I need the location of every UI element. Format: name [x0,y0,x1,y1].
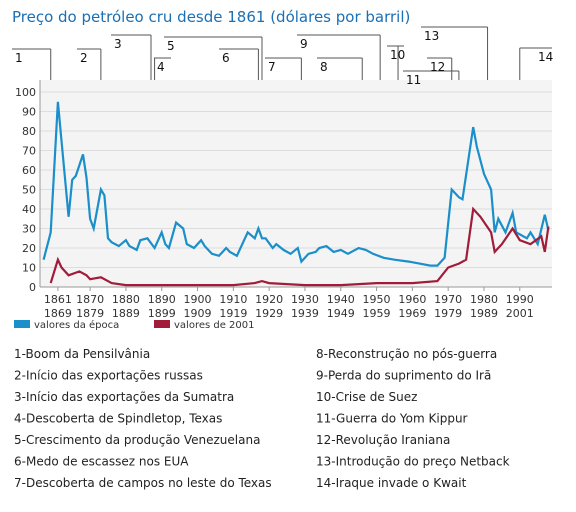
y-tick-label: 10 [22,262,36,275]
x-tick-sublabel: 1949 [327,307,355,320]
x-tick-label: 1950 [363,293,391,306]
legend-swatch [14,320,30,328]
event-description: 5-Crescimento da produção Venezuelana [14,433,260,447]
x-tick-sublabel: 2001 [506,307,534,320]
y-tick-label: 0 [29,281,36,294]
event-number: 4 [157,60,165,74]
x-tick-sublabel: 1939 [291,307,319,320]
y-tick-label: 40 [22,203,36,216]
x-tick-sublabel: 1899 [148,307,176,320]
series-line [49,206,550,287]
x-tick-sublabel: 1989 [470,307,498,320]
x-tick-sublabel: 1869 [44,307,72,320]
event-description: 10-Crise de Suez [316,390,417,404]
event-number: 8 [320,60,328,74]
event-description: 11-Guerra do Yom Kippur [316,412,468,426]
y-tick-label: 60 [22,164,36,177]
x-tick-label: 1960 [398,293,426,306]
event-number: 5 [167,39,175,53]
event-number: 6 [222,51,230,65]
y-tick-label: 50 [22,184,36,197]
event-description: 8-Reconstrução no pós-guerra [316,347,497,361]
event-number: 9 [300,37,308,51]
event-number: 13 [424,29,439,43]
x-tick-label: 1880 [112,293,140,306]
event-description: 1-Boom da Pensilvânia [14,347,150,361]
event-number: 7 [268,60,276,74]
event-description: 9-Perda do suprimento do Irã [316,369,491,383]
x-tick-sublabel: 1909 [184,307,212,320]
y-tick-label: 90 [22,106,36,119]
x-tick-label: 1870 [76,293,104,306]
legend-label: valores de 2001 [174,320,255,331]
x-tick-label: 1910 [219,293,247,306]
y-tick-label: 30 [22,223,36,236]
x-tick-sublabel: 1889 [112,307,140,320]
x-tick-sublabel: 1919 [219,307,247,320]
series-line [42,101,550,267]
y-tick-label: 70 [22,145,36,158]
x-tick-label: 1930 [291,293,319,306]
event-description: 7-Descoberta de campos no leste do Texas [14,476,272,490]
x-tick-label: 1970 [434,293,462,306]
event-description: 13-Introdução do preço Netback [316,455,510,469]
legend-swatch [154,320,170,328]
event-number: 14 [538,50,553,64]
x-tick-label: 1940 [327,293,355,306]
event-description: 12-Revolução Iraniana [316,433,450,447]
x-tick-sublabel: 1959 [363,307,391,320]
event-number: 11 [406,73,421,87]
x-tick-label: 1900 [184,293,212,306]
event-description: 6-Medo de escassez nos EUA [14,455,189,469]
x-tick-label: 1980 [470,293,498,306]
x-tick-label: 1990 [506,293,534,306]
event-description: 14-Iraque invade o Kwait [316,476,467,490]
y-tick-label: 80 [22,125,36,138]
x-tick-sublabel: 1969 [398,307,426,320]
event-number: 12 [430,60,445,74]
event-description: 3-Início das exportações da Sumatra [14,390,234,404]
chart-title: Preço do petróleo cru desde 1861 (dólare… [12,8,410,26]
x-tick-label: 1890 [148,293,176,306]
event-description: 2-Início das exportações russas [14,369,203,383]
event-number: 2 [80,51,88,65]
x-tick-sublabel: 1879 [76,307,104,320]
y-tick-label: 20 [22,242,36,255]
x-tick-label: 1920 [255,293,283,306]
event-description: 4-Descoberta de Spindletop, Texas [14,412,222,426]
event-number: 3 [114,37,122,51]
x-tick-sublabel: 1979 [434,307,462,320]
legend-label: valores da época [34,319,119,331]
event-number: 1 [15,51,23,65]
x-tick-label: 1861 [44,293,72,306]
x-tick-sublabel: 1929 [255,307,283,320]
y-tick-label: 100 [15,86,36,99]
event-number: 10 [390,48,405,62]
